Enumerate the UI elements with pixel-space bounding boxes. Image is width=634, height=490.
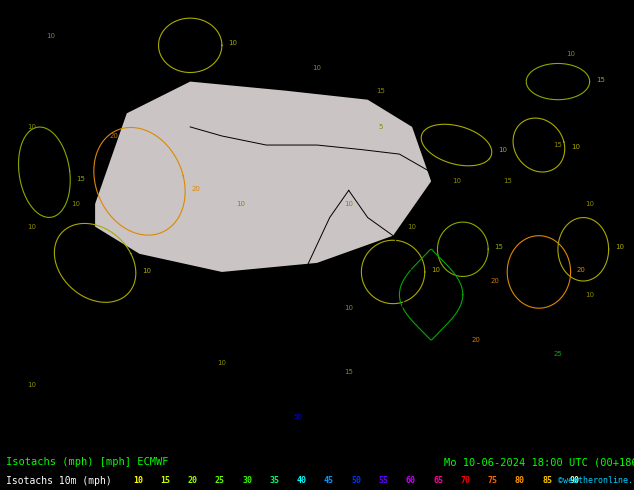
Text: 20: 20	[188, 476, 198, 485]
Text: 10: 10	[344, 305, 353, 311]
Text: 15: 15	[596, 76, 605, 83]
Text: ©weatheronline.co.uk: ©weatheronline.co.uk	[558, 476, 634, 485]
Text: 45: 45	[324, 476, 334, 485]
Polygon shape	[95, 82, 431, 272]
Text: 85: 85	[542, 476, 552, 485]
Text: 25: 25	[215, 476, 225, 485]
Text: 15: 15	[344, 368, 353, 375]
Text: Mo 10-06-2024 18:00 UTC (00+186): Mo 10-06-2024 18:00 UTC (00+186)	[444, 458, 634, 467]
Text: 10: 10	[27, 223, 36, 230]
Text: 30: 30	[242, 476, 252, 485]
Text: 15: 15	[376, 88, 385, 94]
Text: 10: 10	[236, 201, 245, 207]
Text: 10: 10	[571, 144, 580, 149]
Text: 10: 10	[72, 201, 81, 207]
Text: Isotachs (mph) [mph] ECMWF: Isotachs (mph) [mph] ECMWF	[6, 458, 169, 467]
Text: 10: 10	[313, 65, 321, 71]
Text: 10: 10	[46, 33, 55, 39]
Text: 10: 10	[133, 476, 143, 485]
Text: 55: 55	[378, 476, 389, 485]
Text: 15: 15	[553, 142, 562, 148]
Text: 5: 5	[378, 124, 382, 130]
Text: 40: 40	[297, 476, 307, 485]
Text: 50: 50	[294, 414, 302, 420]
Text: 10: 10	[408, 223, 417, 230]
Text: 10: 10	[498, 147, 507, 153]
Text: 10: 10	[585, 292, 594, 297]
Text: 15: 15	[77, 175, 86, 182]
Text: 20: 20	[490, 278, 499, 284]
Text: 75: 75	[488, 476, 498, 485]
Text: 20: 20	[110, 133, 119, 139]
Text: 10: 10	[566, 51, 575, 57]
Text: 15: 15	[503, 178, 512, 184]
Text: 15: 15	[160, 476, 171, 485]
Text: 25: 25	[553, 350, 562, 357]
Text: 1015: 1015	[593, 33, 611, 39]
Text: 10: 10	[585, 201, 594, 207]
Text: 20: 20	[471, 337, 480, 343]
Text: 90: 90	[569, 476, 579, 485]
Text: 20: 20	[577, 267, 586, 273]
Text: 50: 50	[351, 476, 361, 485]
Text: 60: 60	[406, 476, 416, 485]
Text: 70: 70	[460, 476, 470, 485]
Text: 10: 10	[142, 269, 151, 274]
Text: 10: 10	[228, 40, 237, 47]
Text: 10: 10	[452, 178, 461, 184]
Text: 65: 65	[433, 476, 443, 485]
Text: 80: 80	[515, 476, 525, 485]
Text: 10: 10	[344, 201, 353, 207]
Text: 10: 10	[431, 267, 440, 273]
Text: 20: 20	[191, 186, 200, 192]
Text: Isotachs 10m (mph): Isotachs 10m (mph)	[6, 476, 112, 486]
Text: 15: 15	[495, 245, 503, 250]
Text: 10: 10	[615, 245, 624, 250]
Text: 10: 10	[27, 382, 36, 388]
Text: 10: 10	[217, 360, 226, 366]
Text: 10: 10	[27, 124, 36, 130]
Text: 35: 35	[269, 476, 280, 485]
